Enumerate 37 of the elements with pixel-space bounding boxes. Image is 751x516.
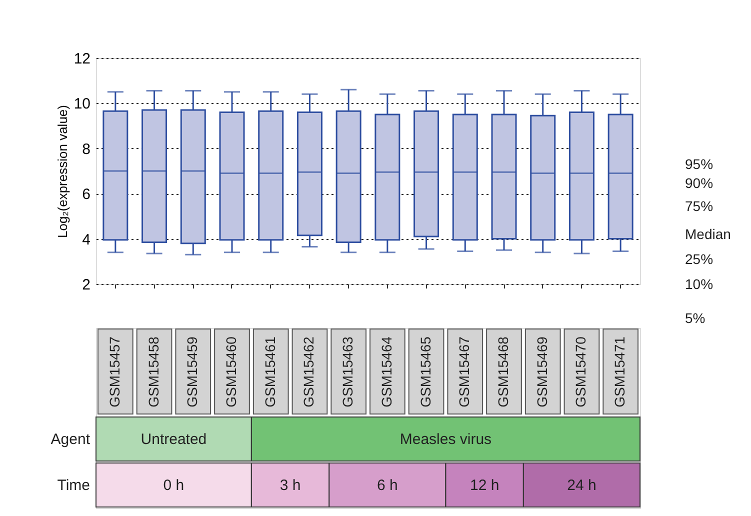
text: 90% bbox=[685, 175, 714, 191]
y-tick-label: 6 bbox=[82, 186, 90, 204]
y-tick-label: 2 bbox=[82, 276, 90, 294]
y-tick-label: 12 bbox=[74, 50, 90, 68]
text: Agent bbox=[50, 431, 91, 448]
y-tick-label: 4 bbox=[82, 231, 90, 248]
text: 6 h bbox=[377, 477, 398, 494]
x-tick-label: GSM15464 bbox=[378, 336, 394, 408]
x-tick-label: GSM15460 bbox=[223, 336, 239, 408]
text: 24 h bbox=[567, 477, 596, 494]
text: 3 h bbox=[280, 477, 301, 494]
y-axis-title: Log₂(expression value) bbox=[54, 105, 70, 238]
text: Median bbox=[685, 226, 731, 242]
text: 95% bbox=[685, 156, 714, 172]
text: Time bbox=[57, 477, 90, 494]
x-tick-label: GSM15468 bbox=[495, 336, 511, 408]
text: Untreated bbox=[140, 431, 207, 448]
x-tick-label: GSM15457 bbox=[106, 336, 122, 408]
x-tick-label: GSM15463 bbox=[340, 336, 356, 408]
text: 75% bbox=[685, 198, 714, 214]
x-tick-label: GSM15465 bbox=[417, 336, 434, 408]
x-tick-label: GSM15458 bbox=[145, 336, 162, 408]
y-tick-label: 10 bbox=[74, 96, 90, 113]
x-tick-label: GSM15461 bbox=[262, 336, 278, 408]
text: 25% bbox=[685, 251, 714, 267]
text: 5% bbox=[685, 310, 706, 326]
x-tick-label: GSM15459 bbox=[184, 336, 200, 408]
text: 10% bbox=[685, 276, 714, 292]
x-tick-label: GSM15471 bbox=[612, 336, 628, 408]
text: Measles virus bbox=[400, 431, 492, 448]
x-tick-label: GSM15470 bbox=[572, 336, 589, 408]
x-tick-label: GSM15467 bbox=[456, 336, 472, 408]
text: 12 h bbox=[470, 477, 500, 494]
x-tick-label: GSM15462 bbox=[300, 336, 317, 408]
x-tick-label: GSM15469 bbox=[534, 336, 550, 408]
y-tick-label: 8 bbox=[82, 140, 90, 158]
text: 0 h bbox=[163, 477, 184, 494]
